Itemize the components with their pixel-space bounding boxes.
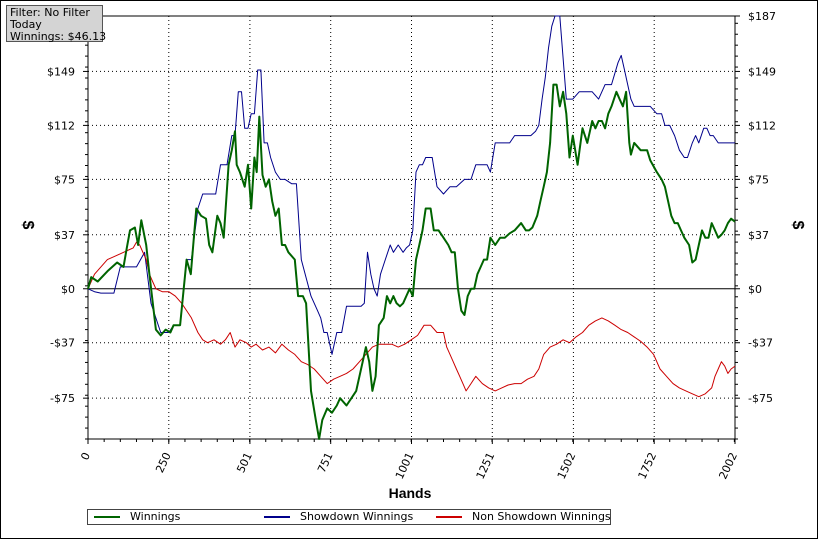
x-tick-label: 1251 [474,450,498,481]
y-axis-title-left: $ [19,221,36,230]
y-tick-label-right: $75 [748,173,769,186]
y-tick-label-left: -$75 [50,392,75,405]
y-tick-label-right: -$37 [748,337,773,350]
series-line-winnings [87,83,736,440]
y-tick-label-right: $37 [748,229,769,242]
y-tick-label-right: -$75 [748,392,773,405]
legend-swatch-showdown [264,516,290,518]
grid-lines [87,15,736,439]
legend-swatch-non-showdown [436,516,462,518]
legend: Winnings Showdown Winnings Non Showdown … [87,509,611,525]
x-tick-label: 1502 [555,450,579,481]
x-axis-title: Hands [389,485,432,501]
legend-label-showdown: Showdown Winnings [300,510,414,523]
winnings-label: Winnings: $46.13 [10,30,107,43]
x-tick-label: 250 [153,450,174,475]
y-tick-label-right: $149 [748,65,776,78]
legend-label-winnings: Winnings [130,510,181,523]
x-tick-label: 751 [315,450,336,475]
y-tick-label-left: $0 [61,283,75,296]
y-tick-label-right: $0 [748,283,762,296]
y-tick-label-left: $75 [54,173,75,186]
y-tick-label-left: $37 [54,229,75,242]
y-tick-label-left: $112 [47,119,75,132]
x-tick-label: 2002 [716,450,740,481]
x-tick-label: 1752 [636,450,660,481]
plot-area [87,15,736,440]
series-line-showdown-winnings [87,15,735,355]
y-tick-label-left: -$37 [50,337,75,350]
period-label: Today [10,18,42,31]
filter-label: Filter: No Filter [10,6,90,19]
filter-info-box: Filter: No Filter Today Winnings: $46.13 [6,5,107,43]
series-line-non-showdown-winnings [87,241,736,398]
y-tick-label-left: $149 [47,65,75,78]
series-layer [87,15,736,440]
y-tick-label-right: $112 [748,119,776,132]
y-axis-title-right: $ [789,221,806,230]
x-tick-label: 0 [78,450,93,462]
x-tick-label: 501 [234,450,255,475]
x-tick-label: 1001 [393,450,417,481]
legend-swatch-winnings [94,516,120,518]
legend-label-non-showdown: Non Showdown Winnings [472,510,611,523]
y-tick-label-right: $187 [748,10,776,23]
